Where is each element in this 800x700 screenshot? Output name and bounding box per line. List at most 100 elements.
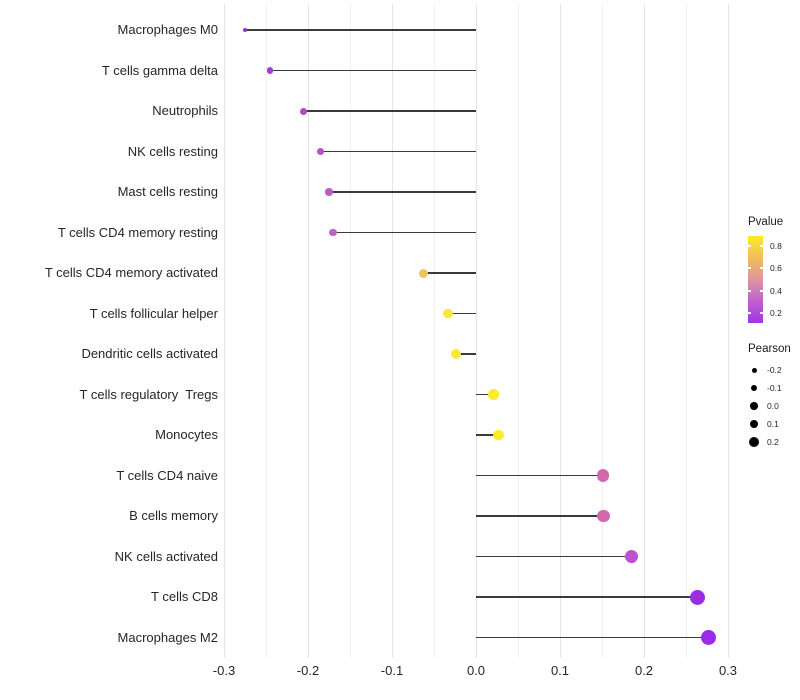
category-label: T cells CD4 memory resting xyxy=(57,224,218,240)
lollipop-dot xyxy=(488,389,499,400)
gridline-major xyxy=(643,4,645,658)
pearson-legend-dot xyxy=(750,402,758,410)
lollipop-stem xyxy=(303,110,476,112)
pearson-legend-item: 0.0 xyxy=(748,397,782,415)
lollipop-stem xyxy=(455,353,476,355)
category-label: Monocytes xyxy=(155,427,218,442)
pvalue-legend-title: Pvalue xyxy=(748,216,784,228)
category-label: Macrophages M0 xyxy=(117,22,218,37)
x-tick-label: 0.2 xyxy=(634,663,654,678)
gridline-minor xyxy=(601,4,603,658)
pearson-size-legend: -0.2 -0.1 0.0 0.1 0.2 xyxy=(748,361,782,451)
gridline-major xyxy=(559,4,561,658)
lollipop-dot xyxy=(242,27,248,33)
category-label: B cells memory xyxy=(129,508,218,523)
category-label: T cells CD4 memory activated xyxy=(44,265,218,280)
lollipop-stem xyxy=(333,231,476,234)
pearson-legend-dot xyxy=(751,367,757,373)
category-label: Macrophages M2 xyxy=(117,629,218,645)
lollipop-dot xyxy=(493,429,504,441)
gridline-major xyxy=(727,4,729,658)
lollipop-stem xyxy=(476,596,698,598)
lollipop-stem xyxy=(320,150,476,153)
colorbar-tick-label: 0.6 xyxy=(770,263,782,274)
colorbar-tick-label: 0.8 xyxy=(770,241,782,251)
pearson-legend-label: 0.2 xyxy=(767,437,779,447)
lollipop-stem xyxy=(476,636,709,639)
x-tick-label: -0.1 xyxy=(380,663,404,678)
gridline-minor xyxy=(433,4,435,658)
lollipop-dot xyxy=(624,549,639,564)
pearson-legend-label: 0.1 xyxy=(767,419,779,429)
lollipop-dot xyxy=(596,469,610,482)
pearson-legend-label: -0.1 xyxy=(767,383,782,393)
x-tick-label: -0.3 xyxy=(212,663,236,678)
x-tick-label: 0.3 xyxy=(718,663,738,678)
lollipop-dot xyxy=(329,228,338,237)
lollipop-dot xyxy=(443,308,454,319)
colorbar-tick xyxy=(748,245,751,247)
colorbar-tick xyxy=(760,245,763,247)
x-tick-label: 0.0 xyxy=(466,663,486,678)
lollipop-dot xyxy=(418,268,428,278)
pearson-legend-label: 0.0 xyxy=(767,401,779,411)
gridline-minor xyxy=(517,4,519,658)
lollipop-dot xyxy=(300,107,308,115)
gridline-major xyxy=(223,4,225,658)
lollipop-dot xyxy=(325,188,333,196)
gridline-minor xyxy=(349,4,351,658)
lollipop-stem xyxy=(476,555,632,558)
pearson-legend-item: -0.1 xyxy=(748,379,782,397)
category-label: NK cells activated xyxy=(114,548,218,564)
pearson-legend-dot xyxy=(749,437,759,447)
lollipop-dot xyxy=(700,629,717,646)
colorbar-tick xyxy=(760,312,763,314)
lollipop-stem xyxy=(423,272,476,274)
pearson-legend-item: 0.1 xyxy=(748,415,782,433)
x-tick-label: -0.2 xyxy=(296,663,320,678)
category-label: T cells regulatory Tregs xyxy=(79,386,218,402)
pearson-legend-dot xyxy=(750,384,758,392)
category-label: T cells CD8 xyxy=(151,589,218,604)
gridline-minor xyxy=(265,4,267,658)
colorbar-tick-label: 0.2 xyxy=(770,307,782,318)
pvalue-colorbar: 0.8 0.6 0.4 0.2 xyxy=(748,236,782,323)
colorbar-tick xyxy=(748,267,751,269)
category-label: Dendritic cells activated xyxy=(81,346,218,361)
pearson-legend-item: 0.2 xyxy=(748,433,782,451)
category-label: T cells follicular helper xyxy=(89,305,218,321)
x-tick-label: 0.1 xyxy=(550,663,570,678)
colorbar-tick xyxy=(760,267,763,269)
lollipop-stem xyxy=(476,515,604,517)
lollipop-dot xyxy=(690,589,706,605)
category-label: Neutrophils xyxy=(152,103,218,118)
category-label: T cells gamma delta xyxy=(101,62,218,78)
pearson-legend-dot xyxy=(749,419,759,429)
lollipop-dot xyxy=(316,147,325,156)
colorbar-tick-label: 0.4 xyxy=(770,285,782,296)
category-label: T cells CD4 naive xyxy=(116,467,218,483)
lollipop-stem xyxy=(476,474,603,477)
lollipop-dot xyxy=(266,67,274,74)
gridline-major xyxy=(391,4,393,658)
pearson-legend-item: -0.2 xyxy=(748,361,782,379)
category-label: Mast cells resting xyxy=(117,184,218,199)
gridline-major xyxy=(475,4,477,658)
lollipop-stem xyxy=(448,312,476,315)
pvalue-colorbar-gradient xyxy=(748,236,763,323)
lollipop-dot xyxy=(597,509,610,523)
lollipop-dot xyxy=(450,349,461,359)
pearson-legend-title: Pearson xyxy=(748,343,791,355)
colorbar-tick xyxy=(748,312,751,314)
category-label: NK cells resting xyxy=(127,143,218,159)
lollipop-stem xyxy=(476,434,499,436)
colorbar-tick xyxy=(748,290,751,292)
lollipop-stem xyxy=(329,191,476,193)
pearson-legend-label: -0.2 xyxy=(767,365,782,375)
gridline-major xyxy=(307,4,309,658)
lollipop-stem xyxy=(245,29,476,31)
lollipop-stem xyxy=(270,69,476,72)
lollipop-stem xyxy=(476,393,494,396)
colorbar-tick xyxy=(760,290,763,292)
